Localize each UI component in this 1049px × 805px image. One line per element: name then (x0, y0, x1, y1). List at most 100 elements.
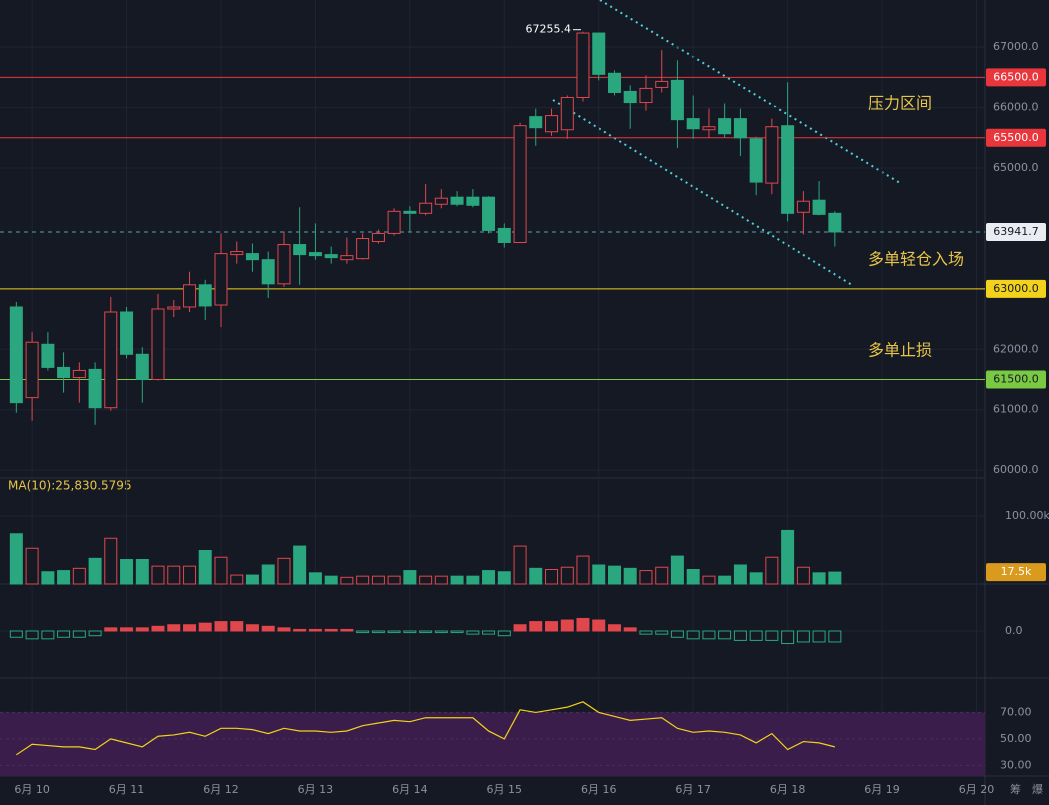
candle-body (25, 341, 39, 399)
y-tick-label: 100.00k (1005, 509, 1049, 522)
bar (104, 537, 118, 585)
trend-line (552, 99, 853, 286)
price-level-tag (986, 222, 1046, 241)
candle-body (450, 196, 464, 205)
candle-body (466, 196, 480, 206)
y-tick-label: 61000.0 (993, 403, 1039, 416)
x-tick-label: 6月 19 (864, 783, 900, 796)
annotation: 多单轻仓入场 (868, 250, 964, 269)
candle-body (828, 212, 842, 233)
candle-body (781, 125, 795, 214)
bar (167, 565, 181, 585)
rsi-band (0, 712, 985, 776)
y-tick-label: 60000.0 (993, 463, 1039, 476)
x-tick-label: 6月 14 (392, 783, 428, 796)
bar (371, 575, 385, 585)
candle-body (198, 284, 212, 307)
price-level-label: 61500.0 (993, 372, 1039, 385)
bar (25, 547, 39, 585)
bar (214, 621, 228, 632)
x-tick-label: 6月 15 (487, 783, 523, 796)
volume-ma-label: MA(10):25,830.5795 (8, 479, 132, 493)
price-level-label: 63941.7 (993, 225, 1039, 238)
x-tick-label: 6月 13 (298, 783, 334, 796)
price-level-tag (986, 279, 1046, 298)
candle-body (796, 200, 810, 213)
bar (529, 621, 543, 632)
candle-body (670, 79, 684, 121)
price-level-tag (986, 370, 1046, 389)
candle-body (403, 210, 417, 214)
candle-body (324, 254, 338, 259)
bar (623, 627, 637, 632)
price-level-tag (986, 128, 1046, 147)
price-level-label: 66500.0 (993, 70, 1039, 83)
bar (796, 630, 810, 643)
y-tick-label: 67000.0 (993, 40, 1039, 53)
candle-body (308, 252, 322, 257)
bar (655, 630, 669, 635)
toolbar-item[interactable]: 爆 (1032, 782, 1043, 796)
bar (151, 565, 165, 585)
bar (387, 575, 401, 585)
x-tick-label: 6月 10 (14, 783, 50, 796)
y-tick-label: 65000.0 (993, 161, 1039, 174)
bar (497, 630, 511, 637)
bar (403, 630, 417, 634)
bar (592, 619, 606, 632)
bar (702, 575, 716, 585)
price-level-tag (986, 68, 1046, 87)
bar (198, 550, 212, 585)
candle-body (340, 255, 354, 261)
candle-body (261, 259, 275, 285)
bar (261, 625, 275, 632)
bar (57, 570, 71, 585)
bar (655, 566, 669, 585)
candle-body (545, 115, 559, 133)
bar (466, 630, 480, 635)
candle-body (57, 366, 71, 379)
bar (592, 564, 606, 585)
bar (466, 575, 480, 585)
bar (245, 574, 259, 585)
candle-body (387, 210, 401, 234)
bar (277, 557, 291, 585)
bar (88, 630, 102, 637)
bar (733, 630, 747, 641)
price-level-label: 65500.0 (993, 131, 1039, 144)
candle-body (277, 244, 291, 285)
bar (576, 555, 590, 585)
bar (482, 630, 496, 635)
y-tick-label: 62000.0 (993, 342, 1039, 355)
bar (198, 622, 212, 632)
x-tick-label: 6月 18 (770, 783, 806, 796)
bar (812, 630, 826, 643)
price-level-label: 63000.0 (993, 282, 1039, 295)
bar (608, 624, 622, 632)
bar (356, 630, 370, 634)
y-tick-label: 50.00 (1000, 732, 1032, 745)
x-tick-label: 6月 16 (581, 783, 617, 796)
bar (749, 630, 763, 641)
bar (545, 621, 559, 632)
toolbar-item[interactable]: 筹 (1010, 782, 1021, 796)
bar (781, 529, 795, 585)
candle-body (434, 197, 448, 205)
candle-body (608, 72, 622, 93)
bar (545, 568, 559, 585)
bar (293, 545, 307, 585)
bar (450, 575, 464, 585)
candle-body (419, 202, 433, 214)
current-label: 17.5k (1001, 565, 1032, 578)
bar (72, 630, 86, 638)
candle-body (623, 90, 637, 104)
bar (88, 557, 102, 585)
annotation: 压力区间 (868, 94, 932, 113)
candle-body (576, 32, 590, 98)
bar (183, 565, 197, 585)
bar (261, 564, 275, 585)
bar (749, 572, 763, 585)
bar (450, 630, 464, 634)
candle-body (639, 87, 653, 104)
